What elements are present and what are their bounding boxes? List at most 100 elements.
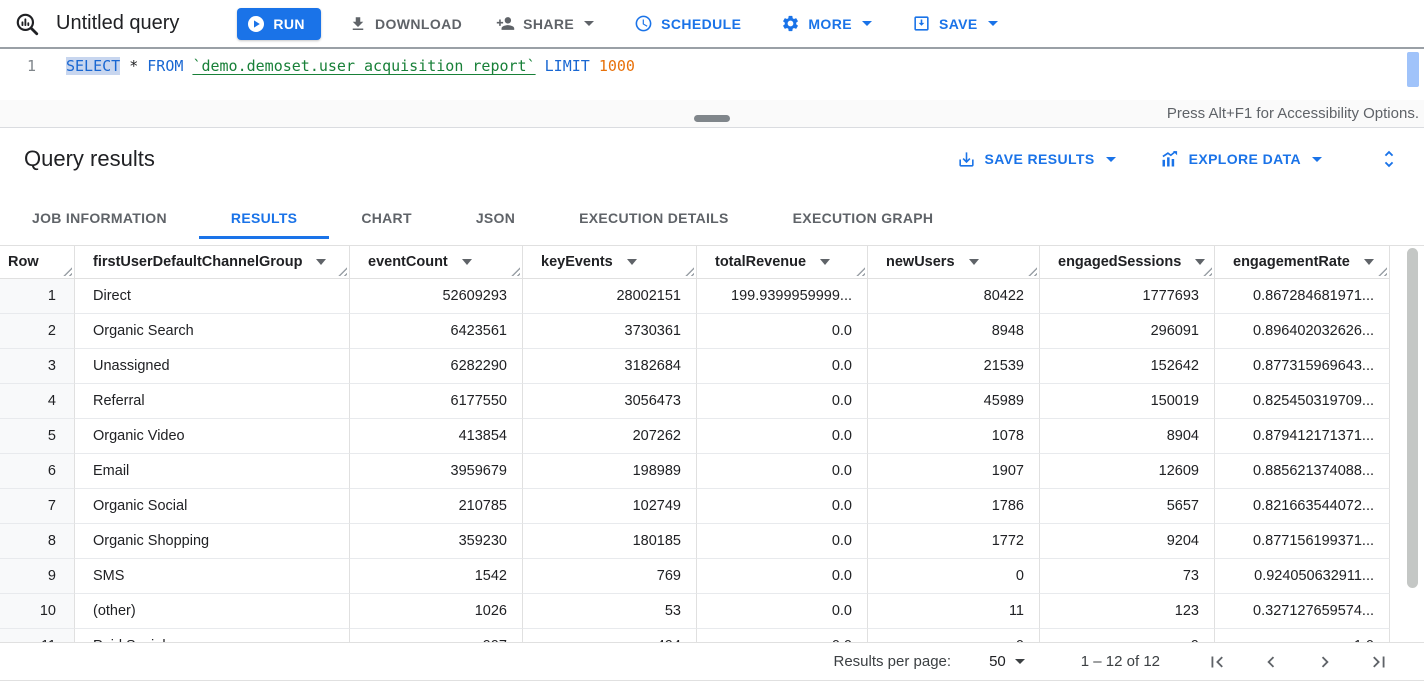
column-label: engagementRate <box>1233 254 1350 270</box>
column-menu-icon[interactable] <box>968 259 979 265</box>
table-cell: 0.924050632911... <box>1215 559 1390 594</box>
table-cell: 0.327127659574... <box>1215 594 1390 629</box>
table-cell: 359230 <box>350 524 523 559</box>
save-results-icon <box>958 151 974 167</box>
column-resize-handle[interactable] <box>1203 267 1212 276</box>
table-cell: 0.877315969643... <box>1215 349 1390 384</box>
previous-page-button[interactable] <box>1260 651 1282 673</box>
table-row: 9 SMS 1542 769 0.0 0 73 0.924050632911... <box>0 559 1390 594</box>
results-title: Query results <box>24 146 155 171</box>
table-cell: 1 <box>0 279 75 314</box>
page-title: Untitled query <box>56 12 180 34</box>
table-cell: 8948 <box>868 314 1040 349</box>
column-menu-icon[interactable] <box>316 259 327 265</box>
column-header-totalRevenue: totalRevenue <box>697 246 868 278</box>
tab-execution-details[interactable]: EXECUTION DETAILS <box>579 209 729 226</box>
line-number: 1 <box>0 49 56 100</box>
splitter-handle[interactable] <box>694 115 730 122</box>
explore-data-button[interactable]: EXPLORE DATA <box>1160 149 1322 169</box>
first-page-button[interactable] <box>1206 651 1228 673</box>
table-cell: 0.0 <box>697 594 868 629</box>
page-size-select[interactable]: 50 <box>989 653 1025 670</box>
sql-editor[interactable]: 1 SELECT * FROM `demo.demoset.user_acqui… <box>0 47 1424 100</box>
person-add-icon <box>496 17 515 30</box>
table-cell: 152642 <box>1040 349 1215 384</box>
query-icon <box>16 13 39 35</box>
results-table: Row firstUserDefaultChannelGroup eventCoun… <box>0 245 1424 642</box>
expand-panel-button[interactable] <box>1378 148 1400 170</box>
schedule-button[interactable]: SCHEDULE <box>634 14 741 33</box>
column-resize-handle[interactable] <box>511 267 520 276</box>
table-cell: 210785 <box>350 489 523 524</box>
editor-toolbar: Untitled query RUN DOWNLOAD SHARE SCHEDU… <box>0 0 1424 47</box>
column-menu-icon[interactable] <box>1195 259 1206 265</box>
share-button[interactable]: SHARE <box>496 14 595 33</box>
table-cell: 198989 <box>523 454 697 489</box>
table-cell: Unassigned <box>75 349 350 384</box>
sql-token <box>536 57 545 75</box>
column-menu-icon[interactable] <box>461 259 472 265</box>
table-cell: 73 <box>1040 559 1215 594</box>
tab-chart[interactable]: CHART <box>361 209 412 226</box>
column-header-keyEvents: keyEvents <box>523 246 697 278</box>
download-button[interactable]: DOWNLOAD <box>349 15 462 33</box>
clock-icon <box>635 15 652 32</box>
table-cell: 0.896402032626... <box>1215 314 1390 349</box>
sql-token: SELECT <box>66 57 121 75</box>
table-cell: 1777693 <box>1040 279 1215 314</box>
table-cell: (other) <box>75 594 350 629</box>
sql-token <box>120 57 129 75</box>
table-cell: 9 <box>1040 629 1215 642</box>
table-cell: 0.0 <box>697 349 868 384</box>
page-range-label: 1 – 12 of 12 <box>1080 653 1160 670</box>
column-label: totalRevenue <box>715 254 807 270</box>
sql-token: LIMIT <box>544 57 590 75</box>
table-cell: 207262 <box>523 419 697 454</box>
table-cell: 0.885621374088... <box>1215 454 1390 489</box>
table-cell: 1078 <box>868 419 1040 454</box>
pagination-footer: Results per page: 50 1 – 12 of 12 <box>0 642 1424 681</box>
column-menu-icon[interactable] <box>820 259 831 265</box>
table-cell: 199.9399959999... <box>697 279 868 314</box>
table-cell: 1026 <box>350 594 523 629</box>
table-cell: 53 <box>523 594 697 629</box>
column-resize-handle[interactable] <box>1028 267 1037 276</box>
last-page-button[interactable] <box>1368 651 1390 673</box>
table-cell: 0.821663544072... <box>1215 489 1390 524</box>
table-row: 10 (other) 1026 53 0.0 11 123 0.327127659574... <box>0 594 1390 629</box>
column-label: eventCount <box>368 254 448 270</box>
tab-execution-graph[interactable]: EXECUTION GRAPH <box>792 209 934 226</box>
tab-results[interactable]: RESULTS <box>198 190 330 245</box>
sql-token <box>590 57 599 75</box>
table-cell: 12609 <box>1040 454 1215 489</box>
column-menu-icon[interactable] <box>1363 259 1374 265</box>
column-resize-handle[interactable] <box>1378 267 1387 276</box>
tab-job-information[interactable]: JOB INFORMATION <box>32 209 167 226</box>
column-menu-icon[interactable] <box>626 259 637 265</box>
table-cell: 0.0 <box>697 559 868 594</box>
column-resize-handle[interactable] <box>685 267 694 276</box>
column-resize-handle[interactable] <box>338 267 347 276</box>
run-button[interactable]: RUN <box>237 7 321 40</box>
column-resize-handle[interactable] <box>63 267 72 276</box>
editor-scrollbar-thumb[interactable] <box>1407 52 1419 87</box>
save-results-button[interactable]: SAVE RESULTS <box>957 150 1116 169</box>
table-scrollbar-thumb[interactable] <box>1407 248 1418 588</box>
table-cell: 7 <box>0 489 75 524</box>
next-page-button[interactable] <box>1314 651 1336 673</box>
sql-code-line: SELECT * FROM `demo.demoset.user_acquisi… <box>56 49 635 100</box>
column-header-newUsers: newUsers <box>868 246 1040 278</box>
table-cell: 0.0 <box>697 419 868 454</box>
results-header: Query results SAVE RESULTS EXPLORE DATA <box>0 128 1424 190</box>
column-resize-handle[interactable] <box>856 267 865 276</box>
more-button[interactable]: MORE <box>781 14 872 33</box>
table-cell: 3730361 <box>523 314 697 349</box>
column-label: firstUserDefaultChannelGroup <box>93 254 303 270</box>
chevron-down-icon <box>584 21 595 26</box>
play-circle-icon <box>248 15 265 32</box>
chevron-down-icon <box>1105 156 1116 162</box>
tab-json[interactable]: JSON <box>475 209 516 226</box>
save-button[interactable]: SAVE <box>912 14 998 33</box>
table-cell: 8 <box>0 524 75 559</box>
table-cell: 1786 <box>868 489 1040 524</box>
